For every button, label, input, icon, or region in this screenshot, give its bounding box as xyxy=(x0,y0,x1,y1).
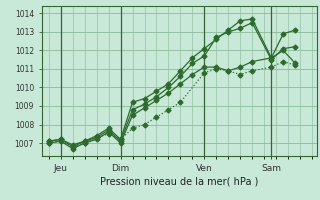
X-axis label: Pression niveau de la mer( hPa ): Pression niveau de la mer( hPa ) xyxy=(100,177,258,187)
